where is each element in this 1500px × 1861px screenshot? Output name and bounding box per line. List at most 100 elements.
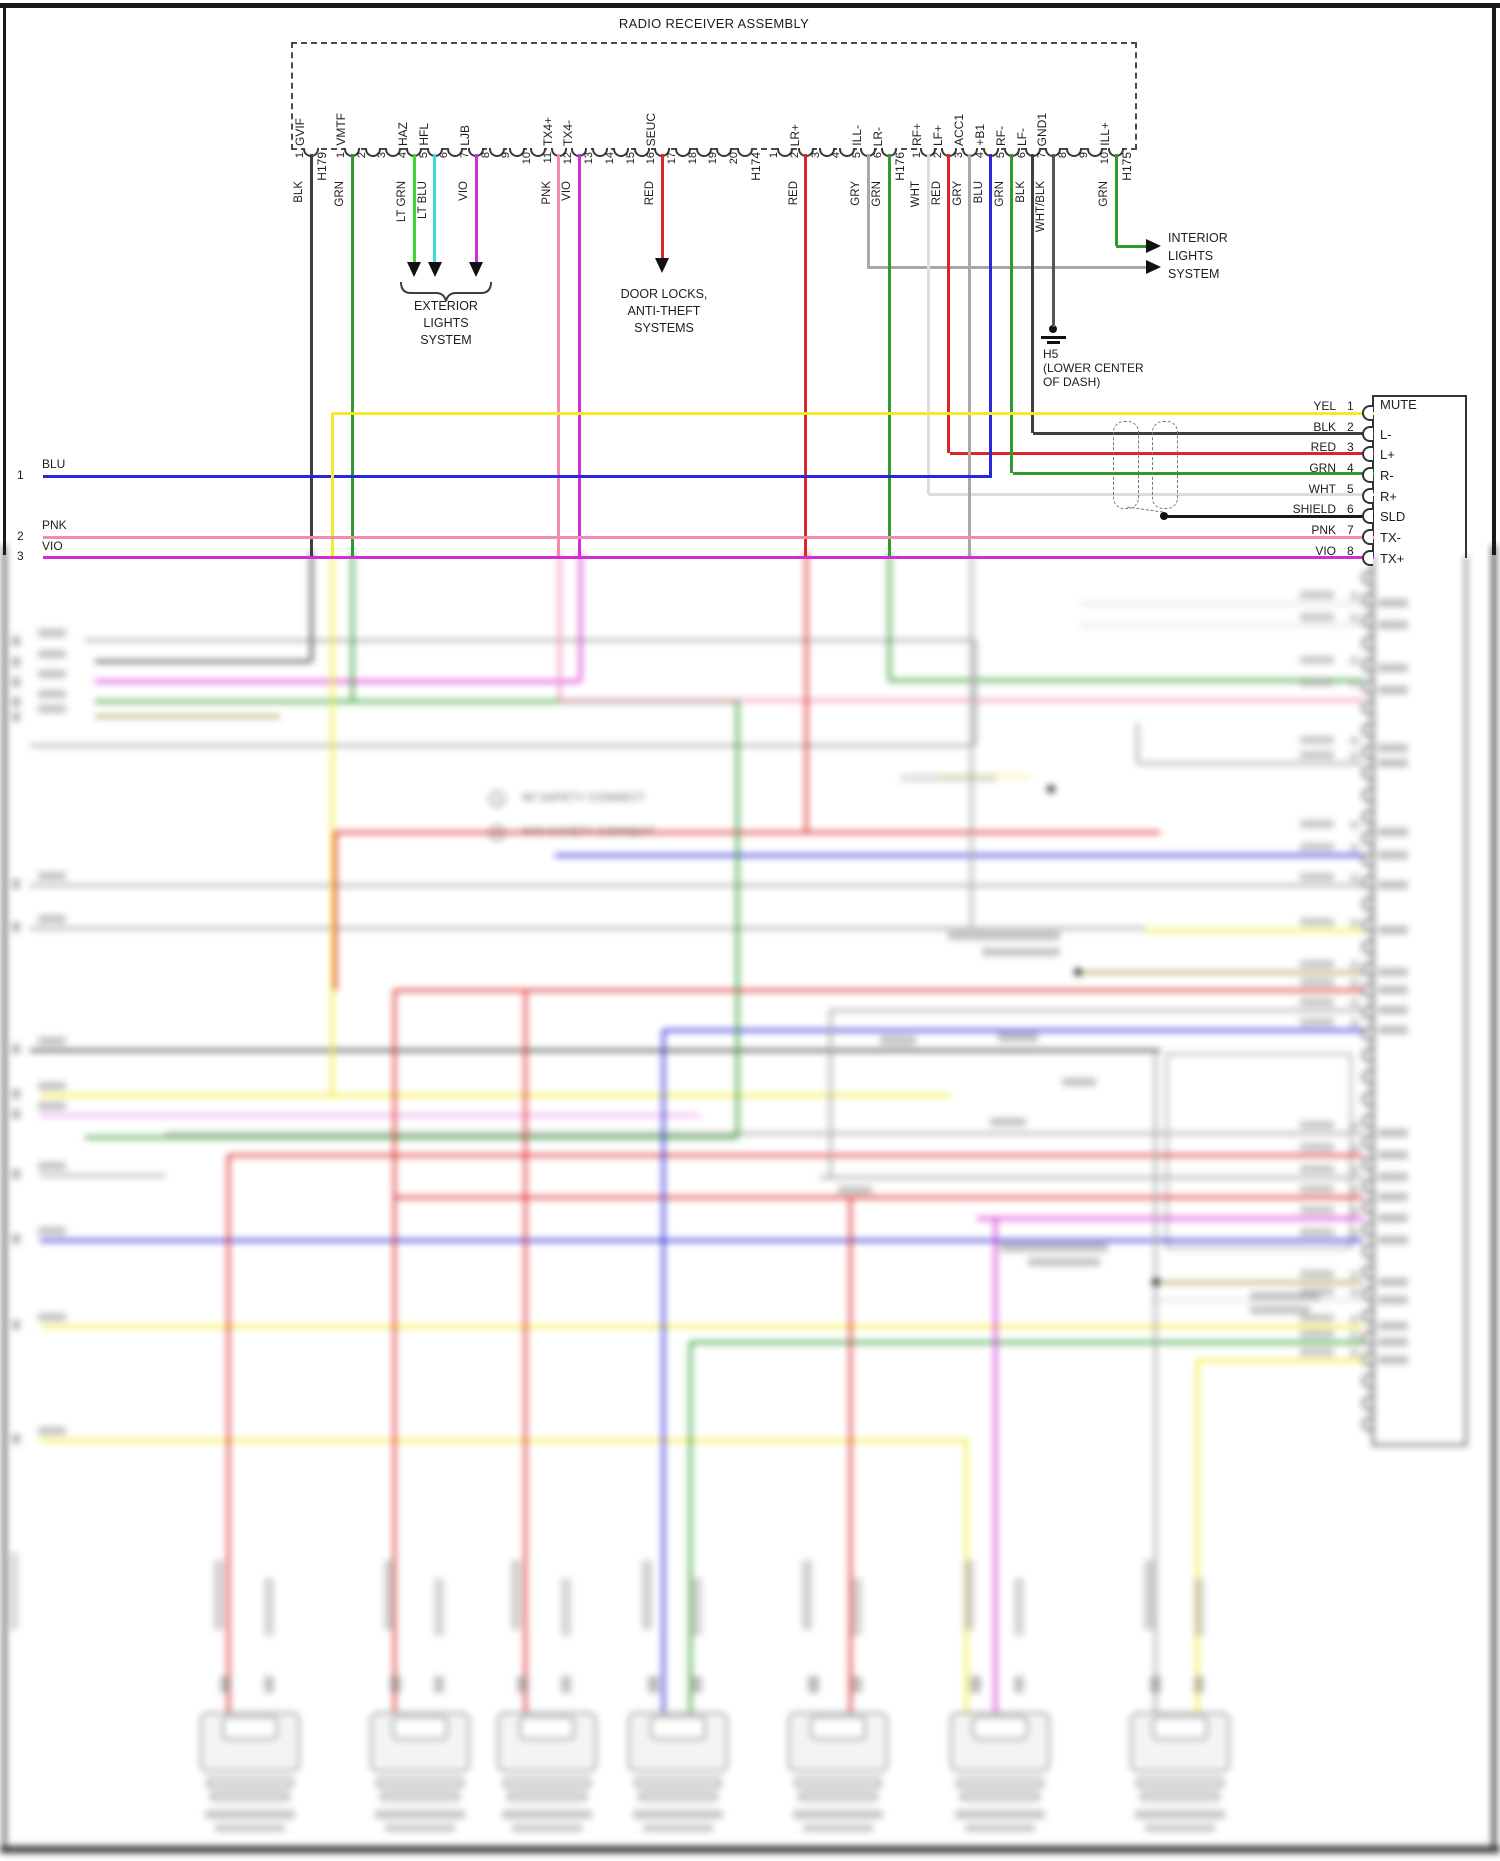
bottom-connector-body: [370, 1712, 470, 1772]
ground-location-1: (LOWER CENTER: [1043, 361, 1144, 375]
bottom-connector-caption: [643, 1824, 713, 1832]
wire-color-label-ILL-: GRY: [850, 181, 863, 206]
pin-signal-RF-: RF-: [993, 126, 1008, 146]
amp-wire-color-2: BLK: [1313, 419, 1336, 434]
wire-color-label-LR+: RED: [787, 181, 800, 206]
pin-number-H174-5: 5: [417, 152, 430, 159]
amp-pin-arc-lower: [1362, 939, 1372, 954]
amp-pin-arc-lower: [1362, 701, 1372, 716]
amp-wire-color-4: GRN: [1309, 460, 1336, 475]
wire-color-label-GVIF: BLK: [293, 181, 305, 203]
arrow-right-icon: [1146, 239, 1161, 253]
bottom-connector-bar1: [503, 1778, 591, 1788]
blur-pin-num-smudge: [1350, 1331, 1359, 1339]
blur-signal-smudge: [1378, 1006, 1408, 1014]
blur-pin-num-smudge: [1350, 1229, 1359, 1237]
blur-signal-smudge: [1378, 1296, 1408, 1304]
blurred-text-smudge: [838, 1186, 872, 1194]
amp-pin-arc-lower: [1362, 1200, 1372, 1215]
pin-signal-VMTF: VMTF: [334, 113, 348, 146]
bottom-connector-pin-smudge: [390, 1676, 401, 1693]
pin-number-H174-19: 19: [707, 152, 720, 165]
amp-pin-arc-lower: [1362, 1395, 1372, 1410]
blur-pin-num-smudge: [1350, 752, 1359, 760]
blur-wire-v: [1135, 723, 1139, 763]
pin-number-H174-8: 8: [479, 152, 492, 159]
blur-wire-v: [523, 990, 527, 1714]
bottom-connector-bar1: [376, 1778, 464, 1788]
interior-lights-label-2: LIGHTS: [1168, 249, 1214, 263]
blur-wire-h: [559, 698, 1363, 702]
amp-signal-TX+: TX+: [1380, 550, 1405, 566]
blur-left-ref-num: [12, 1089, 20, 1099]
blur-wire-color-smudge: [1300, 591, 1334, 599]
blur-wire-color-smudge: [1300, 1143, 1334, 1151]
bottom-connector-pin-smudge: [264, 1676, 274, 1693]
amp-pin-arc-lower: [1362, 1048, 1372, 1063]
amp-pin-arc-6: [1362, 508, 1373, 525]
blur-left-ref-label: [38, 670, 66, 678]
bottom-connector-caption: [512, 1824, 582, 1832]
blur-left-ref-label: [38, 1082, 66, 1090]
amp-pin-number-6: 6: [1347, 502, 1354, 517]
amp-pin-arc-lower: [1362, 1026, 1372, 1041]
wire-RF--h: [1013, 471, 1374, 475]
door-locks-label-2: ANTI-THEFT: [627, 304, 701, 318]
connector-id-H176: H176: [893, 152, 907, 181]
bottom-connector-bar2: [798, 1792, 878, 1801]
blurred-text-smudge: [1028, 1258, 1100, 1266]
pin-number-H175-6: 6: [1015, 152, 1028, 159]
exterior-lights-label-1: EXTERIOR: [414, 299, 478, 313]
blur-wire-h: [40, 1093, 950, 1097]
wire-LF--h: [1033, 431, 1374, 435]
blur-wire-h: [820, 1175, 1363, 1179]
bottom-connector-plug: [650, 1716, 706, 1740]
interior-lights-label-3: SYSTEM: [1168, 267, 1220, 281]
wire-LF+: [947, 154, 951, 453]
amp-box-right-lower: [1465, 556, 1467, 1446]
bottom-connector-caption: [385, 1824, 455, 1832]
blur-left-ref-label: [38, 872, 66, 880]
radio-receiver-box: [291, 42, 1137, 150]
blur-signal-smudge: [1378, 1129, 1408, 1137]
pin-signal-ACC1: ACC1: [951, 113, 966, 146]
bottom-connector-wire-label-smudge: [434, 1578, 444, 1636]
blur-left-ref-num: [12, 636, 20, 646]
amp-pin-arc-2: [1362, 425, 1373, 442]
bottom-connector-wire-label-smudge: [384, 1560, 394, 1630]
left-ref-1-color: BLU: [42, 457, 66, 471]
amp-pin-arc-lower: [1362, 679, 1372, 694]
blur-signal-smudge: [1378, 664, 1408, 672]
bottom-connector-bar2: [210, 1792, 290, 1801]
ground-line-2: [1047, 341, 1060, 344]
page-border-right-lower: [1492, 545, 1496, 1850]
wire-GVIF: [309, 154, 313, 558]
wire-ILL+: [1114, 154, 1118, 246]
blur-wire-h: [40, 1438, 966, 1442]
pin-signal-HAZ: HAZ: [396, 122, 411, 146]
amp-pin-arc-lower: [1362, 1330, 1372, 1345]
blur-signal-smudge: [1378, 1151, 1408, 1159]
wire-color-label-RF+: WHT: [910, 181, 922, 208]
amp-pin-number-1: 1: [1347, 399, 1354, 413]
door-locks-label-1: DOOR LOCKS,: [620, 287, 708, 301]
blur-wire-h: [690, 1340, 1363, 1344]
amp-pin-arc-lower: [1362, 592, 1372, 607]
blur-wire-h: [1137, 761, 1363, 765]
blur-signal-smudge: [1378, 1338, 1408, 1346]
wire-GND1: [1051, 154, 1055, 327]
amp-pin-number-5: 5: [1347, 481, 1354, 496]
bottom-connector-caption: [633, 1810, 723, 1819]
blur-pin-num-smudge: [1350, 1349, 1359, 1357]
blur-wire-v: [1153, 1053, 1157, 1714]
bottom-connector-wire-label-smudge: [511, 1560, 521, 1630]
blurred-text-smudge: [982, 948, 1060, 956]
amp-pin-arc-8: [1362, 549, 1373, 566]
pin-signal-GND1: GND1: [1035, 112, 1050, 146]
blur-ground-dot: [1047, 785, 1055, 793]
blur-wire-color-smudge: [1300, 678, 1334, 686]
blur-wire-h: [335, 830, 1160, 834]
wire-RF-: [1010, 154, 1014, 473]
blur-wire-h: [977, 1216, 1363, 1220]
blur-pin-num-smudge: [1350, 874, 1359, 882]
